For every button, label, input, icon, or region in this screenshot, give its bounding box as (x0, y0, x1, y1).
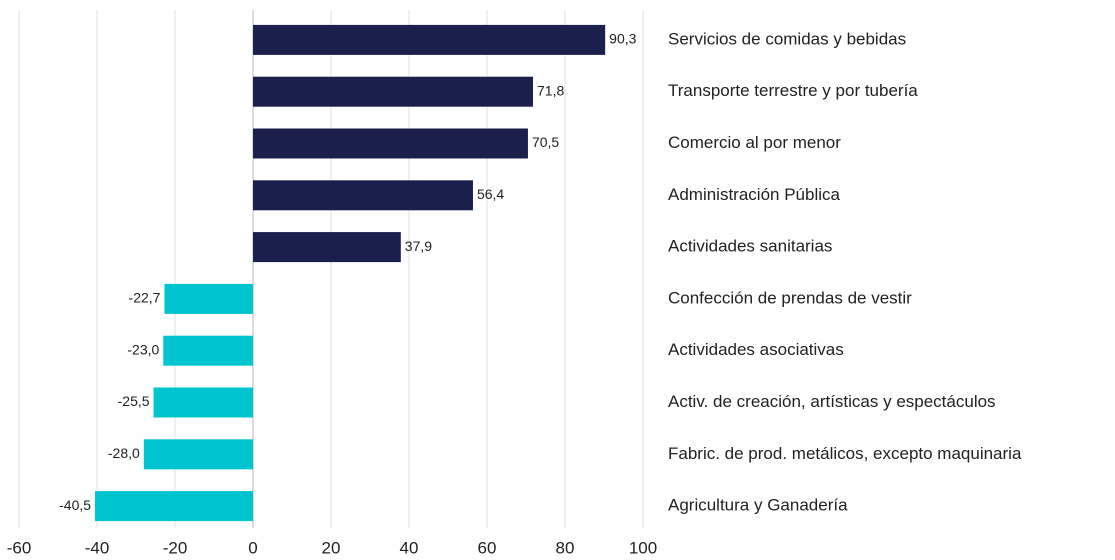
bar (163, 335, 253, 366)
value-label: 71,8 (537, 82, 564, 98)
bar (164, 283, 253, 314)
bar (253, 180, 473, 211)
value-label: 37,9 (405, 238, 432, 254)
bar (253, 76, 534, 107)
x-tick-label: -20 (163, 538, 188, 557)
x-tick-label: 100 (629, 538, 657, 557)
value-label: -23,0 (127, 341, 159, 357)
category-label: Agricultura y Ganadería (668, 496, 848, 515)
category-label: Comercio al por menor (668, 133, 841, 152)
x-tick-label: 80 (556, 538, 575, 557)
bar (253, 24, 606, 55)
value-label: -22,7 (129, 290, 161, 306)
x-tick-label: 60 (478, 538, 497, 557)
value-label: -28,0 (108, 445, 140, 461)
x-tick-label: 20 (322, 538, 341, 557)
bar (253, 128, 528, 159)
bar (95, 491, 253, 522)
value-label: -40,5 (59, 497, 91, 513)
category-label: Actividades asociativas (668, 340, 844, 359)
x-tick-label: -40 (85, 538, 110, 557)
bar (153, 387, 253, 418)
category-label: Actividades sanitarias (668, 237, 832, 256)
bar (253, 232, 401, 263)
category-label: Fabric. de prod. metálicos, excepto maqu… (668, 444, 1022, 463)
category-label: Administración Pública (668, 185, 841, 204)
x-tick-label: -60 (7, 538, 32, 557)
value-label: 56,4 (477, 186, 504, 202)
x-tick-label: 40 (400, 538, 419, 557)
category-label: Confección de prendas de vestir (668, 288, 912, 307)
value-label: 70,5 (532, 134, 559, 150)
value-label: 90,3 (609, 31, 636, 47)
bar (143, 439, 253, 470)
category-label: Servicios de comidas y bebidas (668, 29, 906, 48)
value-label: -25,5 (118, 393, 150, 409)
category-label: Transporte terrestre y por tubería (668, 81, 918, 100)
x-tick-label: 0 (248, 538, 257, 557)
category-label: Activ. de creación, artísticas y espectá… (668, 392, 996, 411)
